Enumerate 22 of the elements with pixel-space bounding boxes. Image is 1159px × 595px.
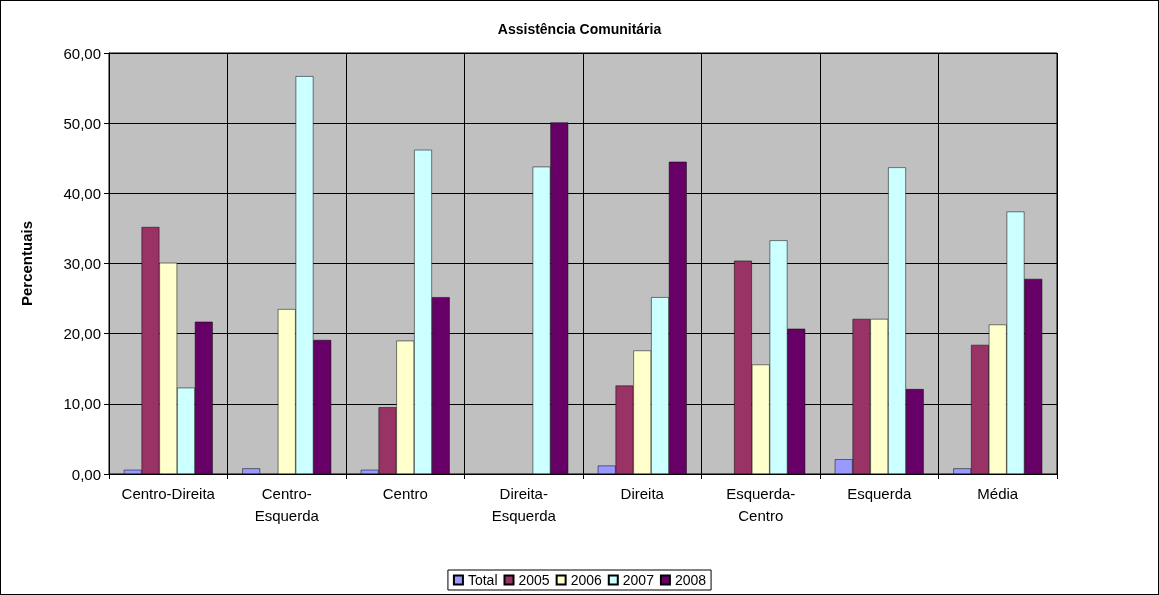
x-tick-label: Centro-Esquerda [254,484,320,524]
x-tick-label: Esquerda [847,484,913,502]
legend-label: 2005 [518,572,550,588]
y-tick-label: 40,00 [63,184,101,202]
x-tick-label: Direita-Esquerda [491,484,557,524]
legend-label: 2006 [570,572,602,588]
legend-label: 2007 [622,572,655,588]
x-tick-label: Esquerda-Centro [726,484,796,524]
y-axis-title: Percentuais [18,220,35,307]
y-tick-label: 0,00 [71,465,101,483]
y-tick-label: 50,00 [63,114,101,132]
legend-label: 2008 [674,572,707,588]
y-tick-label: 10,00 [63,395,101,413]
y-tick-label: 30,00 [63,255,101,272]
x-tick-label: Média [977,484,1019,502]
chart-title: Assistência Comunitária [497,21,662,37]
x-tick-label: Centro-Direita [121,484,216,502]
y-tick-label: 60,00 [63,44,101,62]
x-tick-label: Direita [620,484,665,502]
y-tick-label: 20,00 [63,325,101,343]
legend-label: Total [467,572,498,588]
x-tick-label: Centro [382,484,428,502]
